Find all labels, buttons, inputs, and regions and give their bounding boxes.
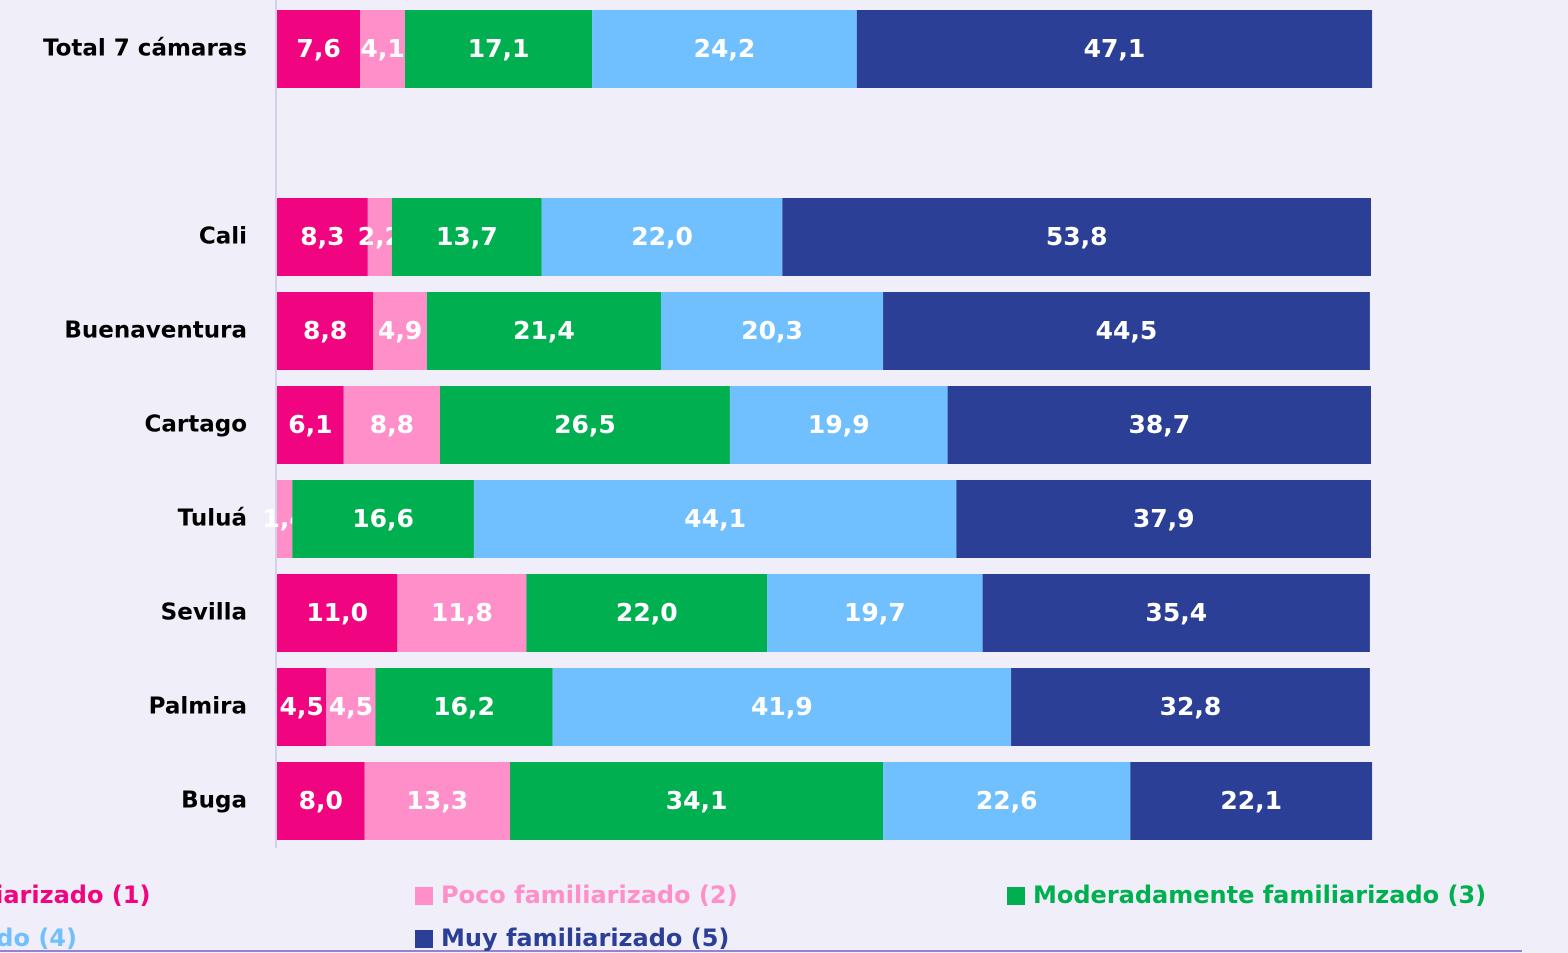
bar-segment bbox=[526, 574, 768, 652]
bar-segment bbox=[541, 198, 783, 276]
bar-segment bbox=[426, 292, 661, 370]
legend-label: Familiarizado (4) bbox=[0, 924, 77, 952]
value-label: 38,7 bbox=[1128, 410, 1190, 439]
value-label: 21,4 bbox=[513, 316, 575, 345]
value-label: 35,4 bbox=[1145, 598, 1207, 627]
value-label: 4,5 bbox=[279, 692, 323, 721]
bar-segment bbox=[391, 198, 542, 276]
value-label: 19,9 bbox=[808, 410, 870, 439]
bar-segment bbox=[440, 386, 730, 464]
category-label: Cali bbox=[199, 224, 247, 250]
value-label: 22,0 bbox=[631, 222, 693, 251]
value-label: 17,1 bbox=[468, 34, 530, 63]
value-label: 44,1 bbox=[684, 504, 746, 533]
category-label: Tuluá bbox=[178, 506, 247, 532]
bar-segment bbox=[856, 10, 1373, 88]
value-label: 19,7 bbox=[844, 598, 906, 627]
legend-label: Poco familiarizado (2) bbox=[441, 881, 738, 909]
category-label: Palmira bbox=[149, 694, 247, 720]
value-label: 41,9 bbox=[751, 692, 813, 721]
value-label: 11,8 bbox=[431, 598, 493, 627]
bar-segment bbox=[277, 668, 327, 746]
value-label: 4,1 bbox=[360, 34, 404, 63]
value-label: 22,1 bbox=[1220, 786, 1282, 815]
value-label: 13,3 bbox=[406, 786, 468, 815]
bar-segment bbox=[510, 762, 884, 840]
value-label: 22,6 bbox=[976, 786, 1038, 815]
value-label: 7,6 bbox=[296, 34, 340, 63]
category-label: Total 7 cámaras bbox=[43, 36, 247, 62]
value-label: 53,8 bbox=[1046, 222, 1108, 251]
bar-segment bbox=[360, 10, 405, 88]
value-label: 44,5 bbox=[1096, 316, 1158, 345]
bar-segment bbox=[947, 386, 1371, 464]
bar-segment bbox=[277, 292, 374, 370]
value-label: 8,8 bbox=[370, 410, 414, 439]
bar-segment bbox=[343, 386, 441, 464]
bar-segment bbox=[592, 10, 857, 88]
bar-segment bbox=[767, 574, 983, 652]
bar-segment bbox=[660, 292, 884, 370]
legend-label: Muy familiarizado (5) bbox=[441, 924, 729, 952]
bar-segment bbox=[277, 386, 344, 464]
value-label: 20,3 bbox=[741, 316, 803, 345]
value-label: 22,0 bbox=[616, 598, 678, 627]
bar-segment bbox=[397, 574, 527, 652]
legend-swatch bbox=[1007, 887, 1025, 905]
bar-segment bbox=[404, 10, 593, 88]
category-label: Buenaventura bbox=[64, 318, 247, 344]
bar-segment bbox=[1130, 762, 1373, 840]
value-label: 8,3 bbox=[300, 222, 344, 251]
legend-label: Nada familiarizado (1) bbox=[0, 881, 150, 909]
bar-segment bbox=[373, 292, 427, 370]
value-label: 8,8 bbox=[303, 316, 347, 345]
legend-label: Moderadamente familiarizado (3) bbox=[1033, 881, 1486, 909]
value-label: 47,1 bbox=[1084, 34, 1146, 63]
bar-segment bbox=[883, 292, 1370, 370]
value-label: 16,6 bbox=[352, 504, 414, 533]
bar-segment bbox=[883, 762, 1131, 840]
bar-segment bbox=[277, 574, 398, 652]
bar-segment bbox=[364, 762, 511, 840]
value-label: 4,5 bbox=[329, 692, 373, 721]
category-label: Buga bbox=[181, 788, 247, 814]
category-label: Cartago bbox=[144, 412, 247, 438]
bar-segment bbox=[956, 480, 1371, 558]
bar-segment bbox=[729, 386, 948, 464]
value-label: 4,9 bbox=[378, 316, 422, 345]
legend-swatch bbox=[415, 930, 433, 948]
value-label: 13,7 bbox=[436, 222, 498, 251]
bar-segment bbox=[277, 198, 368, 276]
bar-segment bbox=[473, 480, 957, 558]
bar-segment bbox=[375, 668, 553, 746]
bar-segment bbox=[552, 668, 1012, 746]
bar-segment bbox=[277, 480, 293, 558]
value-label: 37,9 bbox=[1133, 504, 1195, 533]
value-label: 24,2 bbox=[694, 34, 756, 63]
bar-segment bbox=[367, 198, 392, 276]
legend-swatch bbox=[415, 887, 433, 905]
bar-segment bbox=[782, 198, 1371, 276]
value-label: 16,2 bbox=[433, 692, 495, 721]
bar-segment bbox=[1011, 668, 1370, 746]
category-label: Sevilla bbox=[161, 600, 247, 626]
value-label: 6,1 bbox=[288, 410, 332, 439]
value-label: 26,5 bbox=[554, 410, 616, 439]
bar-segment bbox=[277, 10, 361, 88]
bar-segment bbox=[326, 668, 376, 746]
value-label: 11,0 bbox=[306, 598, 368, 627]
bar-segment bbox=[277, 762, 365, 840]
bar-segment bbox=[292, 480, 474, 558]
value-label: 32,8 bbox=[1160, 692, 1222, 721]
bar-segment bbox=[982, 574, 1370, 652]
value-label: 34,1 bbox=[666, 786, 728, 815]
value-label: 8,0 bbox=[299, 786, 343, 815]
